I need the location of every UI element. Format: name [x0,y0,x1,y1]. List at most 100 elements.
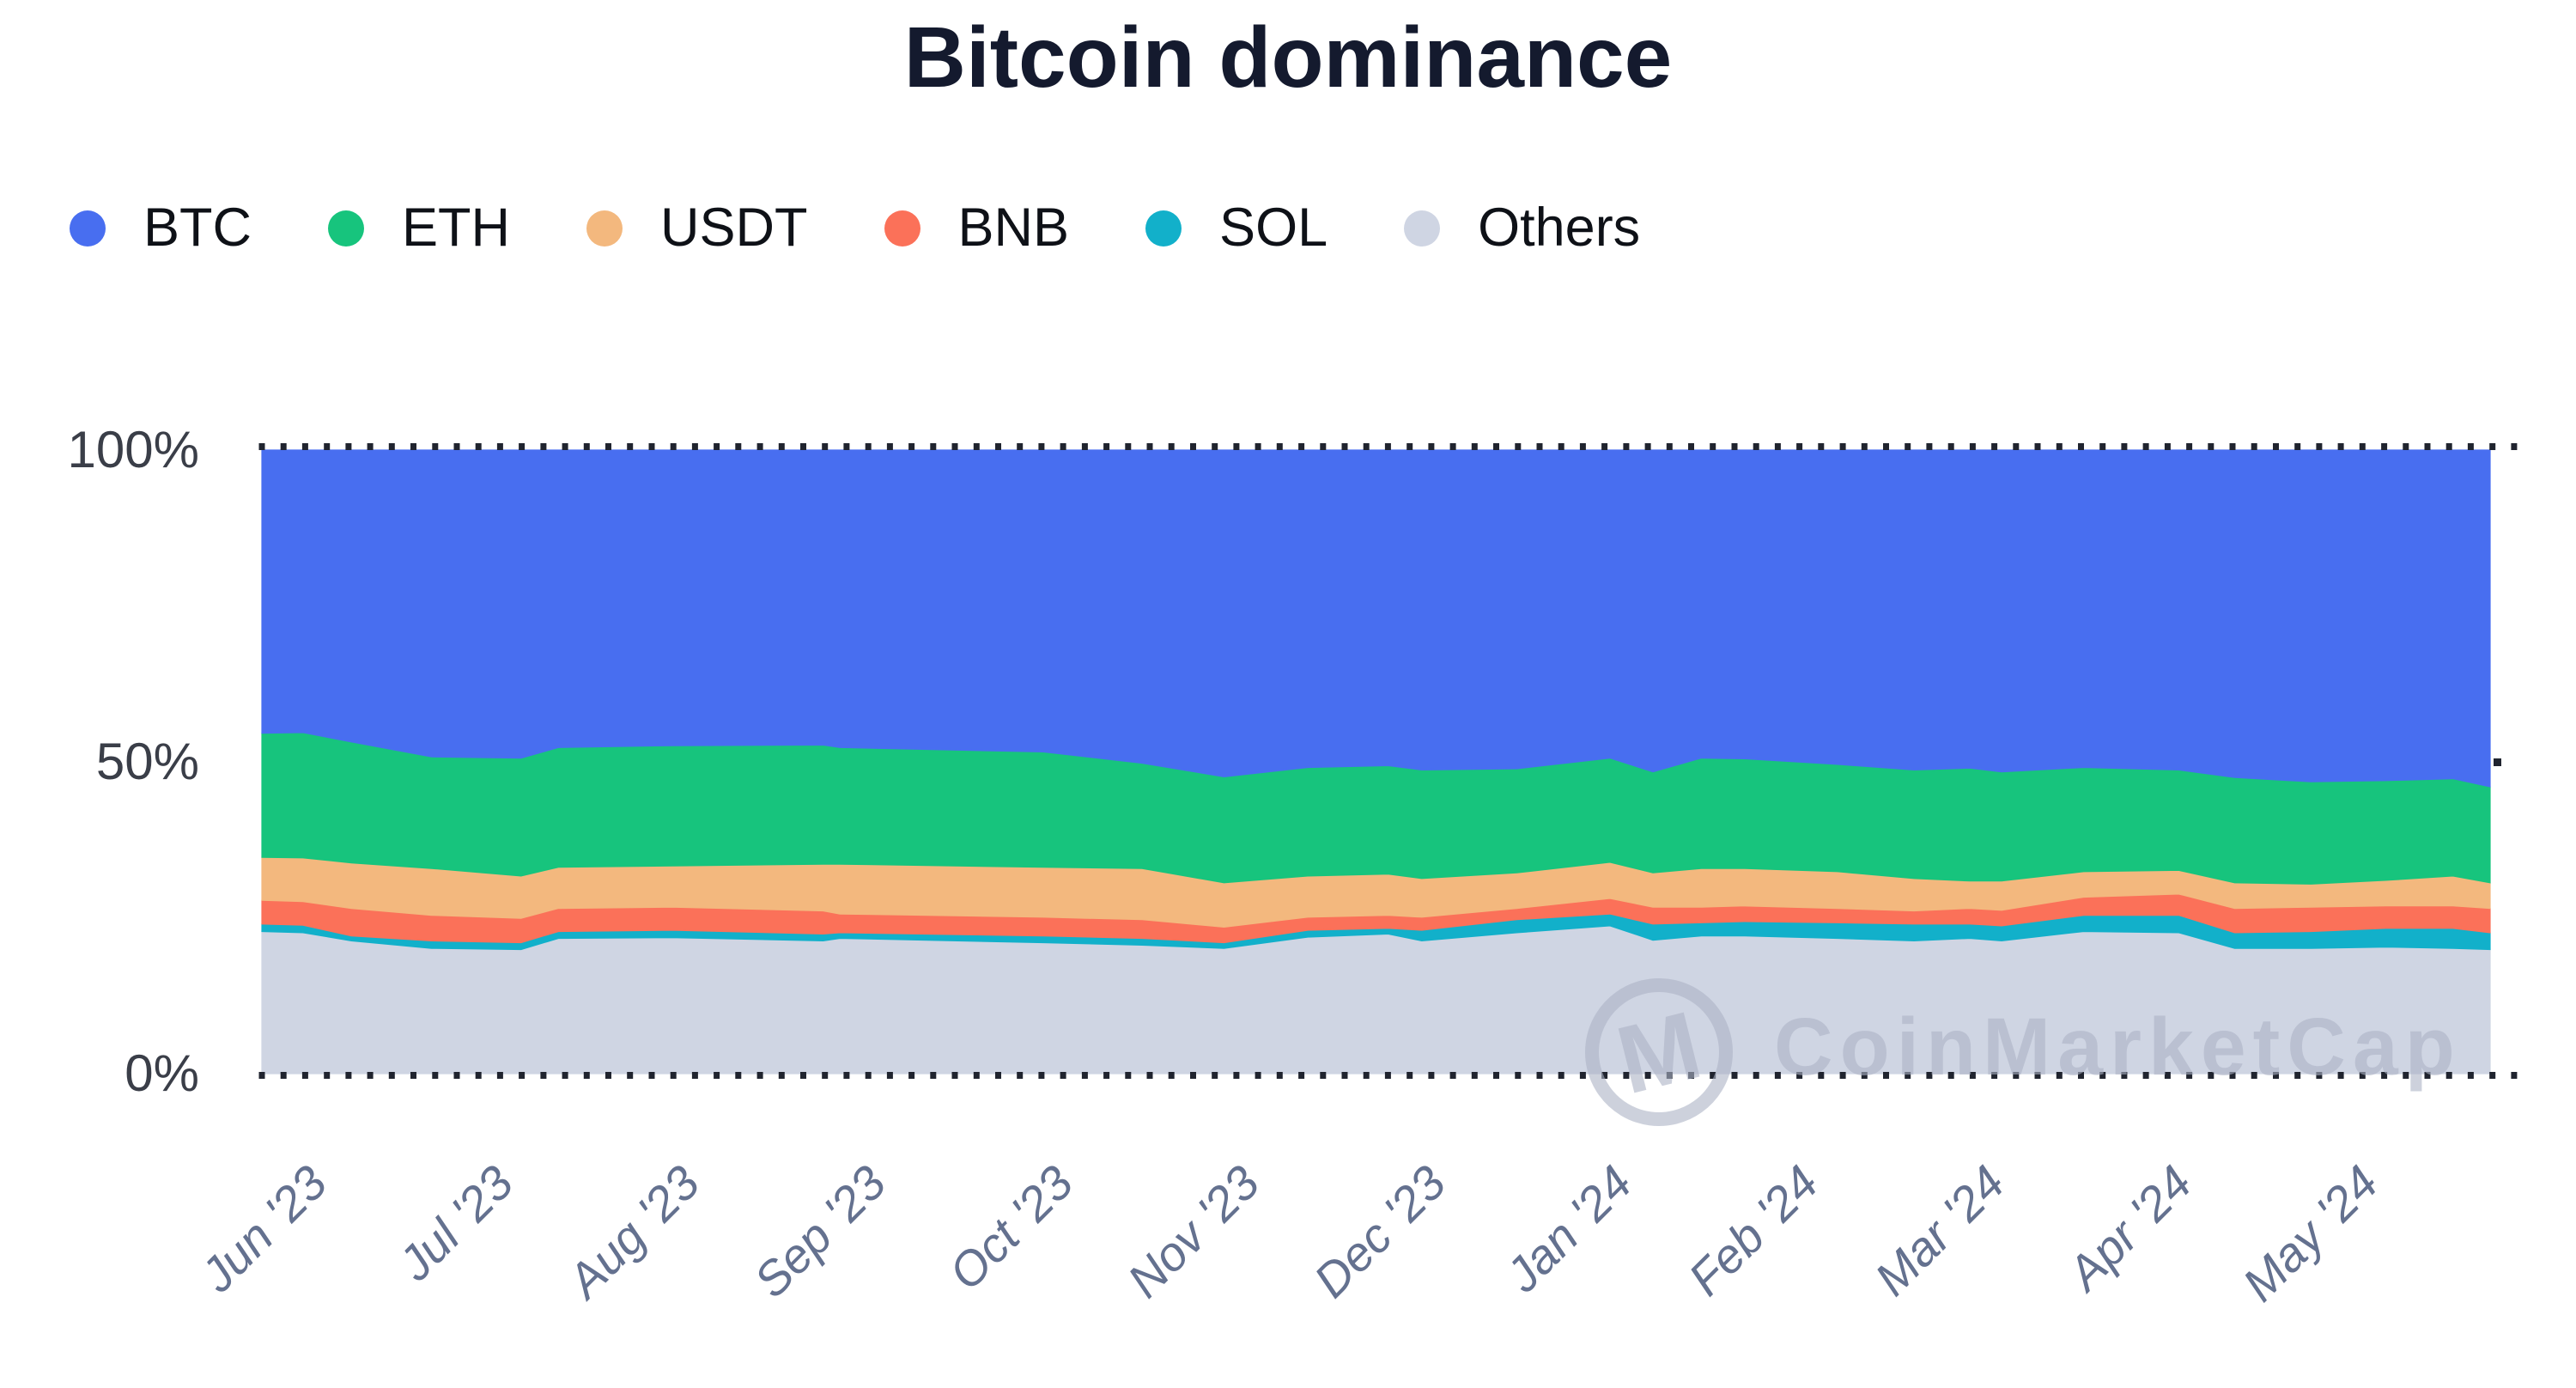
gridline-dot [1731,1072,1738,1079]
gridline-dot [2013,443,2020,450]
gridline-dot [1515,443,1522,450]
gridline-dot [324,443,331,450]
gridline-dot [908,443,915,450]
gridline-dot [1558,1072,1564,1079]
gridline-dot [1168,443,1175,450]
legend-label: ETH [402,198,510,258]
gridline-dot [1017,1072,1024,1079]
legend-item-bnb[interactable]: BNB [884,198,1070,258]
gridline-dot [995,443,1001,450]
gridline-dot [1060,1072,1066,1079]
gridline-dot [1644,1072,1651,1079]
gridline-dot [2424,1072,2431,1079]
gridline-dot [1384,1072,1391,1079]
gridline-dot [2445,443,2452,450]
legend-item-btc[interactable]: BTC [70,201,252,255]
gridline-dot [258,1072,265,1079]
gridline-dot [1493,443,1499,450]
gridline-dot [1536,443,1543,450]
gridline-dot [951,443,958,450]
legend-item-sol[interactable]: SOL [1145,201,1327,255]
gridline-dot [1384,443,1391,450]
gridline-dot [1926,443,1933,450]
gridline-dot [280,1072,287,1079]
legend-label: SOL [1219,198,1328,258]
gridline-dot [1796,1072,1803,1079]
gridline-dot [367,443,374,450]
gridline-dot [800,1072,806,1079]
gridline-dot [670,443,677,450]
gridline-dot [2142,443,2149,450]
gridline-dot [1276,443,1283,450]
gridline-dot [2208,1072,2215,1079]
gridline-dot [2424,443,2431,450]
coinmarketcap-logo-icon: M [1585,978,1733,1126]
gridline-dot [1601,1072,1608,1079]
gridline-dot [1146,443,1153,450]
gridline-dot [1125,443,1132,450]
gridline-dot [930,1072,937,1079]
gridline-dot [2337,443,2344,450]
gridline-dot [2013,1072,2020,1079]
gridline-dot [345,443,352,450]
gridline-dot [1947,443,1954,450]
gridline-dot [2359,1072,2366,1079]
legend-item-eth[interactable]: ETH [328,201,510,255]
gridline-dot [301,443,308,450]
gridline-dot [496,443,503,450]
dotted-gridlines [258,443,2518,1079]
y-axis-label-100: 100% [67,421,199,478]
gridline-dot [280,443,287,450]
gridline-dot [2403,1072,2409,1079]
gridline-dot [258,443,265,450]
gridline-dot [1103,443,1110,450]
gridline-dot [930,443,937,450]
gridline-dot [1969,443,1976,450]
legend: BTC ETH USDT BNB SOL Others [70,201,1640,255]
gridline-dot [1623,443,1630,450]
gridline-dot [1796,443,1803,450]
legend-marker-bnb-icon [884,210,920,247]
gridline-dot [1146,1072,1153,1079]
gridline-dot [301,1072,308,1079]
gridline-dot [2273,443,2279,450]
gridline-dot [1839,1072,1846,1079]
gridline-dot [1428,1072,1435,1079]
gridline-dot [388,443,395,450]
gridline-dot [2208,443,2215,450]
gridline-dot [1320,1072,1327,1079]
gridline-dot [1190,443,1196,450]
gridline-dot [800,443,806,450]
gridline-dot [1341,443,1348,450]
gridline-dot [2403,443,2409,450]
legend-item-others[interactable]: Others [1404,201,1640,255]
legend-marker-eth-icon [328,210,364,247]
gridline-dot [2099,1072,2106,1079]
y-axis-label-50: 50% [95,733,199,790]
gridline-dot [1103,1072,1110,1079]
gridline-dot [1753,1072,1759,1079]
gridline-dot [1125,1072,1132,1079]
gridline-dot [1666,443,1673,450]
gridline-dot [778,1072,785,1079]
gridline-dot [605,1072,611,1079]
legend-marker-sol-icon [1145,210,1182,247]
gridline-dot [1905,443,1911,450]
gridline-dot [540,1072,547,1079]
y-axis-right-tick-50 [2494,758,2501,766]
gridline-dot [2467,443,2474,450]
gridline-dot [2359,443,2366,450]
gridline-dot [605,443,611,450]
gridline-dot [2164,1072,2171,1079]
legend-label: BNB [957,198,1070,258]
gridline-dot [756,1072,763,1079]
gridline-dot [410,443,416,450]
gridline-dot [1969,1072,1976,1079]
gridline-dot [670,1072,677,1079]
legend-item-usdt[interactable]: USDT [586,201,808,255]
gridline-dot [865,443,872,450]
gridline-dot [1905,1072,1911,1079]
gridline-dot [2056,443,2063,450]
gridline-dot [1471,1072,1478,1079]
gridline-dot [432,1072,439,1079]
